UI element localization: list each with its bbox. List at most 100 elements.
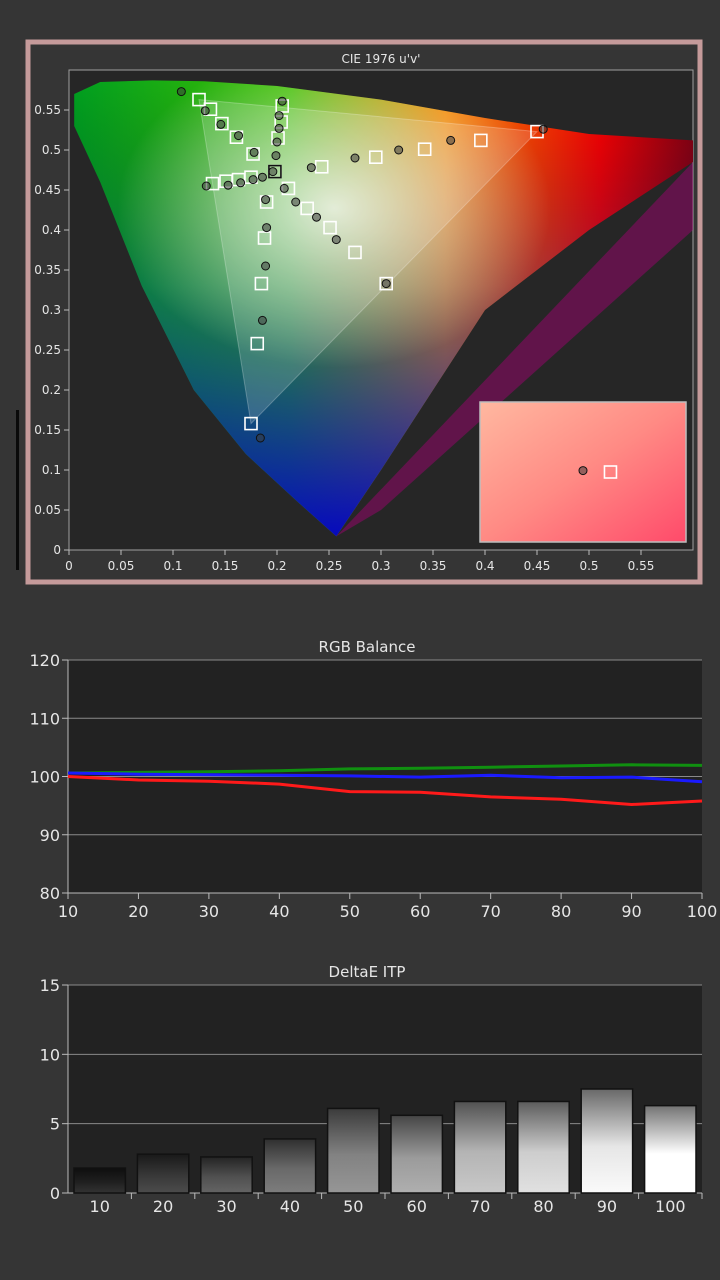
rgb-x-tick-label: 80: [551, 902, 571, 921]
cie-frame: [25, 39, 703, 585]
cie-y-tick-label: 0: [53, 543, 61, 557]
locus-white-glow: [74, 80, 693, 537]
cie-x-tick-label: 0.4: [475, 559, 494, 573]
target-square: [215, 116, 229, 131]
measured-point: [274, 123, 284, 133]
cie-data-points: [176, 87, 548, 443]
cie-y-tick-label: 0.5: [42, 143, 61, 157]
deltae-bar: [200, 1156, 253, 1194]
target-square: [379, 276, 394, 291]
deltae-bar: [517, 1100, 570, 1194]
measured-point: [538, 124, 548, 134]
inset-measured-point: [578, 466, 588, 476]
rgb-grid: 80 90 100 110 120 10 20 30 40 50 60 70 80 90 100: [29, 651, 717, 921]
cie-zoom-inset: [479, 401, 687, 543]
target-square: [368, 150, 383, 164]
deltae-bar: [643, 1104, 697, 1194]
deltae-x-tick-label: 30: [216, 1197, 236, 1216]
cie-x-tick-label: 0.1: [163, 559, 182, 573]
rgb-x-tick-label: 30: [199, 902, 219, 921]
cie-axes: 0 0.05 0.1 0.15 0.2 0.25 0.3 0.35 0.4 0.45 0.5 0.55…: [34, 103, 654, 573]
deltae-bar: [73, 1167, 127, 1194]
target-square: [300, 201, 314, 216]
measured-point: [381, 279, 391, 289]
side-scroll-bar: [16, 410, 19, 570]
deltae-x-tick-label: 60: [407, 1197, 427, 1216]
measured-point: [262, 223, 272, 233]
deltae-y-tick-label: 5: [50, 1115, 60, 1134]
blue-balance-line: [67, 771, 703, 784]
deltae-y-tick-label: 10: [40, 1045, 60, 1064]
deltae-bar: [326, 1107, 380, 1194]
deltae-panel: DeltaE ITP 0 5 10 15 10 20 30 40 50 60 70 80 90 100: [0, 955, 720, 1225]
cie-x-tick-label: 0.05: [108, 559, 135, 573]
cie-y-tick-label: 0.45: [34, 183, 61, 197]
cie-x-tick-label: 0.35: [420, 559, 447, 573]
cie-y-tick-label: 0.55: [34, 103, 61, 117]
cie-x-tick-label: 0.45: [524, 559, 551, 573]
deltae-title: DeltaE ITP: [329, 963, 406, 981]
deltae-x-tick-label: 100: [655, 1197, 686, 1216]
cie-x-tick-label: 0.25: [316, 559, 343, 573]
rgb-y-tick-label: 110: [29, 709, 60, 728]
measured-point: [201, 181, 211, 191]
rgb-y-tick-label: 100: [29, 768, 60, 787]
locus-purple-fill: [336, 162, 693, 537]
target-square: [474, 133, 488, 148]
measured-point: [257, 172, 267, 182]
measured-point: [446, 135, 456, 145]
deltae-bar: [263, 1138, 317, 1194]
cie-y-tick-label: 0.1: [42, 463, 61, 477]
measured-point: [306, 163, 316, 173]
deltae-x-tick-label: 10: [90, 1197, 110, 1216]
measured-point: [200, 106, 210, 116]
rgb-balance-panel: RGB Balance 80 90 100 110 120 10 20 30 40 50 60 70 8…: [0, 630, 720, 930]
rgb-x-tick-label: 50: [340, 902, 360, 921]
deltae-x-tick-label: 70: [470, 1197, 490, 1216]
rgb-x-tick-label: 40: [269, 902, 289, 921]
cie-y-tick-label: 0.15: [34, 423, 61, 437]
deltae-x-tick-label: 90: [597, 1197, 617, 1216]
target-square: [246, 147, 260, 161]
target-square: [417, 142, 432, 156]
measured-point: [312, 212, 322, 222]
measured-point: [271, 151, 281, 161]
measured-point: [277, 96, 287, 106]
rgb-title: RGB Balance: [319, 638, 416, 656]
rgb-x-tick-label: 100: [687, 902, 718, 921]
rgb-x-tick-label: 20: [128, 902, 148, 921]
rgb-x-tick-label: 10: [58, 902, 78, 921]
measured-point: [261, 195, 271, 205]
measured-point: [249, 147, 259, 157]
measured-point: [236, 178, 246, 188]
target-square: [250, 336, 265, 351]
measured-point: [350, 153, 360, 163]
measured-point: [255, 433, 265, 443]
deltae-y-tick-label: 15: [40, 976, 60, 995]
measured-point: [272, 137, 282, 147]
red-balance-line: [67, 775, 703, 807]
target-square: [348, 245, 362, 260]
inset-target-square: [603, 465, 618, 479]
cie-y-tick-label: 0.2: [42, 383, 61, 397]
measured-point: [274, 111, 284, 121]
rgb-y-tick-label: 80: [40, 884, 60, 903]
measured-point: [234, 131, 244, 141]
measured-point: [223, 180, 233, 190]
cie-y-tick-label: 0.35: [34, 263, 61, 277]
measured-point: [268, 167, 278, 177]
cie-chart: CIE 1976 u'v' 0 0.05 0.1 0.15 0.2 0.25 0.3 0.35…: [25, 39, 703, 585]
rgb-x-tick-label: 90: [621, 902, 641, 921]
deltae-y-tick-label: 0: [50, 1184, 60, 1203]
rgb-y-tick-label: 90: [40, 826, 60, 845]
whitepoint-square: [268, 164, 282, 179]
target-square: [257, 231, 272, 245]
cie-y-tick-label: 0.4: [42, 223, 61, 237]
deltae-bar: [453, 1100, 507, 1194]
deltae-x-tick-label: 80: [533, 1197, 553, 1216]
measured-point: [257, 315, 267, 325]
measured-point: [261, 261, 271, 271]
cie-title: CIE 1976 u'v': [342, 52, 421, 66]
gamut-triangle: [198, 99, 539, 425]
